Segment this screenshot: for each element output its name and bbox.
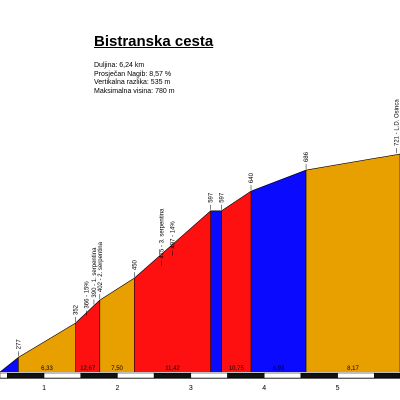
annotation-12: 721 - L.D. Osinca [394,99,400,146]
axis-bar-3 [43,372,81,379]
axis-bar-6 [153,372,192,379]
annotation-10: 640 [249,172,255,183]
segment-gradient-label-7: 6,93 [273,366,285,372]
segment-2 [75,300,100,372]
segment-gradient-label-8: 8,17 [347,366,359,372]
segment-7 [251,170,307,372]
annotation-6: 475 - 3. serpentina [159,208,165,259]
axis-bar-9 [263,372,302,379]
climb-info: Duljina: 6,24 km Prosječan Nagib: 8,57 %… [94,62,175,97]
annotation-4: 402 - 2. serpentina [98,241,104,292]
axis-tick-label-2: 3 [189,385,193,392]
segment-gradient-label-1: 6,33 [41,366,53,372]
segment-8 [306,154,400,372]
axis-bar-7 [190,372,228,379]
segment-5 [210,210,222,372]
elevation-annotations: 277 352 366 - 15% 390 - 1. serpentina 402 - … [16,99,400,357]
segment-4 [134,210,211,372]
info-vertical-difference: Vertikalna razlika: 535 m [94,79,171,87]
axis-bar-8 [227,372,265,379]
annotation-9: 597 [220,192,226,203]
axis-bar-12 [374,372,400,379]
axis-bar-2 [7,372,45,379]
info-max-altitude: Maksimalna visina: 780 m [94,88,175,96]
segment-gradient-label-3: 7,50 [111,366,123,372]
annotation-0: 277 [16,339,22,350]
axis-tick-label-1: 2 [115,385,119,392]
annotation-11: 686 [304,151,310,162]
annotation-2: 366 - 15% [85,281,91,309]
annotation-5: 450 [132,259,138,270]
axis-bar-10 [300,372,338,379]
axis-tick-label-4: 5 [336,385,340,392]
segment-1 [18,323,76,372]
info-length: Duljina: 6,24 km [94,62,145,69]
axis-bar-5 [117,372,155,379]
chart-title: Bistranska cesta [94,33,214,50]
axis-tick-label-0: 1 [42,385,46,392]
annotation-8: 597 [209,192,215,203]
segment-gradient-labels: 6,33 12,67 7,50 11,42 10,75 6,93 8,17 [41,366,359,372]
profile-segments [0,153,400,373]
info-average-gradient: Prosječan Nagib: 8,57 % [94,70,172,78]
segment-gradient-label-4: 11,42 [165,366,180,372]
segment-gradient-label-2: 12,67 [80,366,96,372]
axis-tick-label-3: 4 [262,385,266,392]
segment-gradient-label-6: 10,75 [229,366,245,372]
annotation-3: 390 - 1. serpentina [92,247,98,298]
axis-bar-4 [80,372,118,379]
segment-dividers [18,154,400,372]
axis-bar-11 [337,372,375,379]
annotation-7: 497 - 14% [170,221,176,249]
segment-6 [221,191,252,372]
annotation-1: 352 [74,304,80,315]
axis-bar-1 [0,372,8,379]
distance-axis: 1 2 3 4 5 [0,372,400,392]
segment-3 [99,278,135,372]
